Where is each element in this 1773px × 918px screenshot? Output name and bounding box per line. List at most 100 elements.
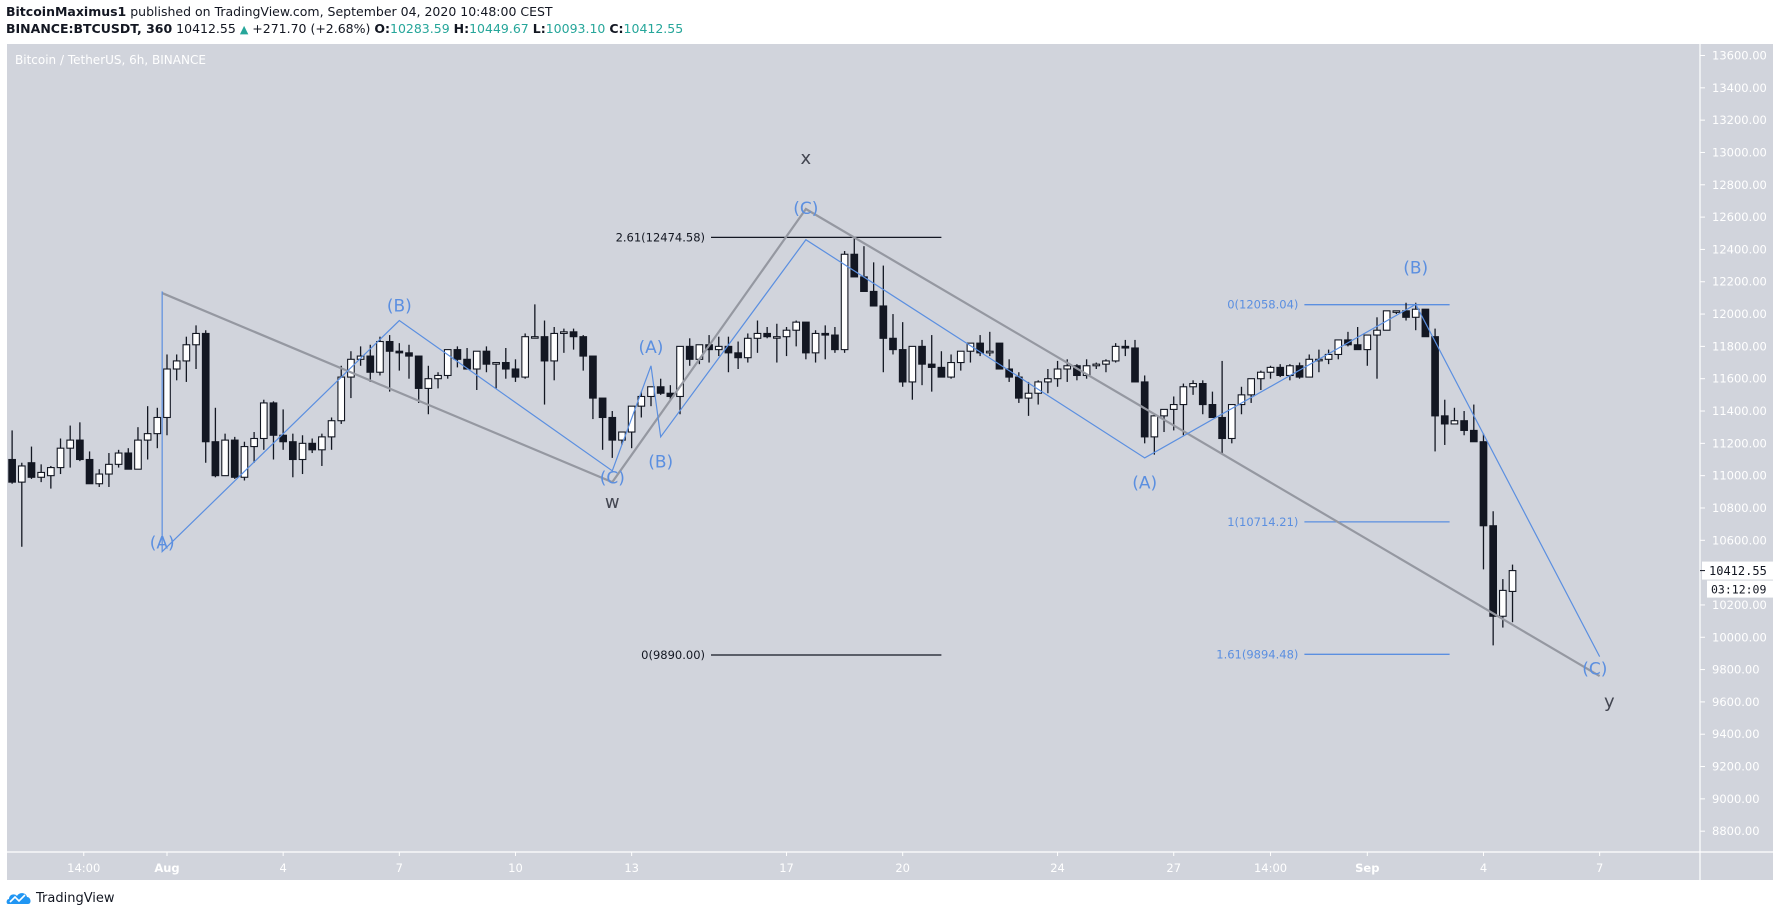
tradingview-brand[interactable]: TradingView [36,890,115,906]
candle [908,345,917,400]
candle [753,320,762,353]
candle [937,351,946,378]
candle [27,446,36,479]
candle [1208,391,1217,419]
up-arrow-icon: ▲ [239,23,249,36]
candle [1450,407,1459,425]
wave-label: (B) [648,453,673,473]
candle [995,342,1004,370]
time-tick-label: 20 [895,861,910,875]
candle [1305,354,1314,378]
candle [530,304,539,339]
footer: TradingView [6,890,115,906]
wave-line-grey[interactable] [161,207,1601,677]
author-name[interactable]: BitcoinMaximus1 [6,4,127,19]
candle [1179,383,1188,436]
candle [1392,310,1401,315]
time-tick-label: Sep [1355,861,1379,875]
time-tick-label: 7 [1596,861,1603,875]
candle [889,314,897,355]
candle [1237,386,1246,415]
candle [1508,564,1517,623]
wave-label: (C) [793,199,818,219]
candle [792,320,801,347]
time-tick-label: 4 [1480,861,1487,875]
price-tick-label: 13400.00 [1712,81,1767,95]
candle [501,347,510,379]
wave-label: w [605,492,620,513]
candle [1353,326,1362,351]
candle [763,326,772,339]
candle [550,326,559,381]
wave-label: (C) [1582,659,1607,679]
price-tick-label: 10800.00 [1712,501,1767,515]
candle [492,361,500,389]
fib-extension-levels[interactable]: 2.61(12474.58) 0(9890.00) 0(12058.04) 1(107… [616,230,1450,662]
candle [153,407,162,449]
candle [1440,399,1449,445]
wave-label: (C) [600,469,625,489]
candle [1363,334,1372,366]
candle [743,333,752,363]
candle [676,345,684,415]
wave-label: x [801,148,812,169]
candle [105,453,113,487]
candle [424,365,433,415]
candle [1198,380,1207,415]
candle [840,251,849,353]
price-tick-label: 12200.00 [1712,275,1767,289]
candle [259,399,268,450]
wave-line-blue[interactable] [161,238,1601,657]
symbol-info: BINANCE:BTCUSDT, 360 10412.55 ▲ +271.70 … [6,21,683,36]
tradingview-logo-icon [6,893,31,904]
candle [414,355,423,403]
candle [250,432,258,463]
time-tick-label: 17 [779,861,794,875]
candle [211,407,220,478]
price-tick-label: 12600.00 [1712,210,1767,224]
time-tick-label: 7 [396,861,403,875]
publish-info: BitcoinMaximus1 published on TradingView… [6,4,553,19]
price-tick-label: 10200.00 [1712,598,1767,612]
candle [1256,370,1265,391]
candle [821,325,830,360]
candle [453,346,462,368]
candle [66,425,75,468]
candle [802,321,810,360]
candle [831,326,839,353]
price-axis[interactable]: 13600.00 13400.00 13200.00 13000.00 12800.00… [1700,49,1773,839]
price-tick-label: 9800.00 [1712,663,1760,677]
candle [376,336,384,376]
time-axis[interactable]: 14:00 Aug 4 7 10 13 17 20 24 27 14:00 Sep 4 7 [67,852,1603,875]
candle [385,335,394,392]
candle [134,427,142,470]
candle [240,441,249,481]
last-price-label: 10412.55 [1709,564,1767,578]
low-value: 10093.10 [545,21,606,36]
candle [579,335,588,371]
candle [1266,365,1275,379]
low-label: L: [532,21,546,36]
candle [308,438,317,454]
candle [1227,404,1236,444]
candle [1024,381,1033,416]
candle [734,341,742,370]
candle [1411,302,1420,331]
candle [95,469,104,487]
candle [85,451,94,485]
price-tick-label: 9200.00 [1712,760,1760,774]
candle [1324,349,1333,365]
candle [1402,302,1410,321]
price-tick-label: 9400.00 [1712,727,1760,741]
elliott-wave-lines[interactable] [161,207,1601,677]
price-tick-label: 11600.00 [1712,372,1767,386]
candle [1469,404,1478,443]
fib-level-label: 2.61(12474.58) [616,230,705,244]
candle [172,354,181,381]
candle [1111,343,1120,363]
candle [124,448,133,470]
candle [598,397,607,450]
candle [482,346,491,373]
price-change: +271.70 (+2.68%) [252,21,371,36]
